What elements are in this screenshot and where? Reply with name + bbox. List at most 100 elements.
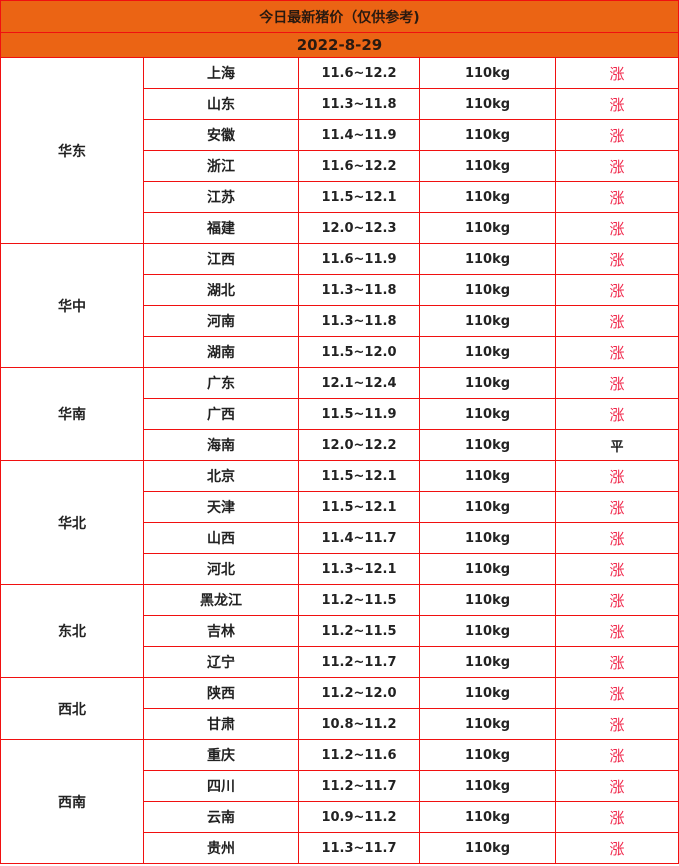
price-range-cell: 11.2~11.5 <box>298 615 420 647</box>
table-row: 湖北 11.3~11.8 110kg 涨 <box>1 274 679 306</box>
trend-cell: 涨 <box>555 491 679 523</box>
province-cell: 广西 <box>143 398 299 430</box>
province-cell: 上海 <box>143 57 299 89</box>
trend-cell: 涨 <box>555 150 679 182</box>
trend-cell: 涨 <box>555 181 679 213</box>
table-row: 华南 广东 12.1~12.4 110kg 涨 <box>0 367 679 461</box>
trend-cell: 涨 <box>555 646 679 678</box>
table-row: 云南 10.9~11.2 110kg 涨 <box>1 801 679 833</box>
table-row: 浙江 11.6~12.2 110kg 涨 <box>1 150 679 182</box>
table-row: 河南 11.3~11.8 110kg 涨 <box>1 305 679 337</box>
price-range-cell: 11.2~11.6 <box>298 739 420 771</box>
province-cell: 陕西 <box>143 677 299 709</box>
price-range-cell: 11.6~12.2 <box>298 150 420 182</box>
weight-cell: 110kg <box>419 708 556 740</box>
province-cell: 安徽 <box>143 119 299 151</box>
region-cell: 东北 <box>0 584 144 678</box>
table-date: 2022-8-29 <box>0 32 679 58</box>
province-cell: 湖南 <box>143 336 299 368</box>
province-cell: 四川 <box>143 770 299 802</box>
weight-cell: 110kg <box>419 801 556 833</box>
weight-cell: 110kg <box>419 150 556 182</box>
price-range-cell: 11.5~12.1 <box>298 491 420 523</box>
weight-cell: 110kg <box>419 522 556 554</box>
weight-cell: 110kg <box>419 181 556 213</box>
weight-cell: 110kg <box>419 615 556 647</box>
province-cell: 江苏 <box>143 181 299 213</box>
trend-cell: 涨 <box>555 708 679 740</box>
trend-cell: 涨 <box>555 305 679 337</box>
price-range-cell: 10.8~11.2 <box>298 708 420 740</box>
price-range-cell: 11.2~11.7 <box>298 646 420 678</box>
table-title: 今日最新猪价（仅供参考) <box>0 0 679 33</box>
province-cell: 海南 <box>143 429 299 461</box>
province-cell: 山东 <box>143 88 299 120</box>
price-range-cell: 11.2~12.0 <box>298 677 420 709</box>
province-cell: 河南 <box>143 305 299 337</box>
weight-cell: 110kg <box>419 212 556 244</box>
weight-cell: 110kg <box>419 584 556 616</box>
weight-cell: 110kg <box>419 88 556 120</box>
table-row: 河北 11.3~12.1 110kg 涨 <box>1 553 679 585</box>
province-cell: 贵州 <box>143 832 299 864</box>
trend-cell: 涨 <box>555 460 679 492</box>
table-row: 安徽 11.4~11.9 110kg 涨 <box>1 119 679 151</box>
province-cell: 山西 <box>143 522 299 554</box>
province-cell: 广东 <box>143 367 299 399</box>
weight-cell: 110kg <box>419 336 556 368</box>
weight-cell: 110kg <box>419 57 556 89</box>
price-range-cell: 11.5~12.0 <box>298 336 420 368</box>
weight-cell: 110kg <box>419 274 556 306</box>
table-row: 天津 11.5~12.1 110kg 涨 <box>1 491 679 523</box>
province-cell: 浙江 <box>143 150 299 182</box>
weight-cell: 110kg <box>419 460 556 492</box>
trend-cell: 涨 <box>555 553 679 585</box>
province-cell: 北京 <box>143 460 299 492</box>
price-range-cell: 11.5~12.1 <box>298 460 420 492</box>
price-range-cell: 11.5~12.1 <box>298 181 420 213</box>
price-range-cell: 11.2~11.7 <box>298 770 420 802</box>
table-row: 华中 江西 11.6~11.9 110kg 涨 <box>0 243 679 368</box>
table-row: 吉林 11.2~11.5 110kg 涨 <box>1 615 679 647</box>
trend-cell: 涨 <box>555 88 679 120</box>
table-row: 贵州 11.3~11.7 110kg 涨 <box>1 832 679 864</box>
price-range-cell: 11.5~11.9 <box>298 398 420 430</box>
table-row: 福建 12.0~12.3 110kg 涨 <box>1 212 679 244</box>
province-cell: 湖北 <box>143 274 299 306</box>
price-range-cell: 11.3~12.1 <box>298 553 420 585</box>
trend-cell: 涨 <box>555 832 679 864</box>
weight-cell: 110kg <box>419 305 556 337</box>
trend-cell: 涨 <box>555 739 679 771</box>
table-row: 西北 陕西 11.2~12.0 110kg 涨 <box>0 677 679 740</box>
table-row: 西南 重庆 11.2~11.6 110kg 涨 <box>0 739 679 864</box>
province-cell: 江西 <box>143 243 299 275</box>
table-row: 辽宁 11.2~11.7 110kg 涨 <box>1 646 679 678</box>
trend-cell: 涨 <box>555 615 679 647</box>
trend-cell: 涨 <box>555 584 679 616</box>
province-cell: 云南 <box>143 801 299 833</box>
trend-cell: 涨 <box>555 770 679 802</box>
table-row: 东北 黑龙江 11.2~11.5 110kg 涨 <box>0 584 679 678</box>
province-cell: 福建 <box>143 212 299 244</box>
trend-cell: 涨 <box>555 336 679 368</box>
price-range-cell: 11.2~11.5 <box>298 584 420 616</box>
table-row: 华北 北京 11.5~12.1 110kg 涨 <box>0 460 679 585</box>
province-cell: 辽宁 <box>143 646 299 678</box>
price-range-cell: 11.4~11.7 <box>298 522 420 554</box>
weight-cell: 110kg <box>419 491 556 523</box>
weight-cell: 110kg <box>419 398 556 430</box>
region-cell: 华南 <box>0 367 144 461</box>
weight-cell: 110kg <box>419 429 556 461</box>
table-row: 山西 11.4~11.7 110kg 涨 <box>1 522 679 554</box>
price-range-cell: 11.3~11.8 <box>298 274 420 306</box>
table-row: 湖南 11.5~12.0 110kg 涨 <box>1 336 679 368</box>
table-row: 江苏 11.5~12.1 110kg 涨 <box>1 181 679 213</box>
trend-cell: 涨 <box>555 274 679 306</box>
price-range-cell: 11.6~12.2 <box>298 57 420 89</box>
weight-cell: 110kg <box>419 553 556 585</box>
trend-cell: 涨 <box>555 119 679 151</box>
table-row: 山东 11.3~11.8 110kg 涨 <box>1 88 679 120</box>
table-row: 华东 上海 11.6~12.2 110kg 涨 <box>0 57 679 244</box>
region-cell: 西北 <box>0 677 144 740</box>
